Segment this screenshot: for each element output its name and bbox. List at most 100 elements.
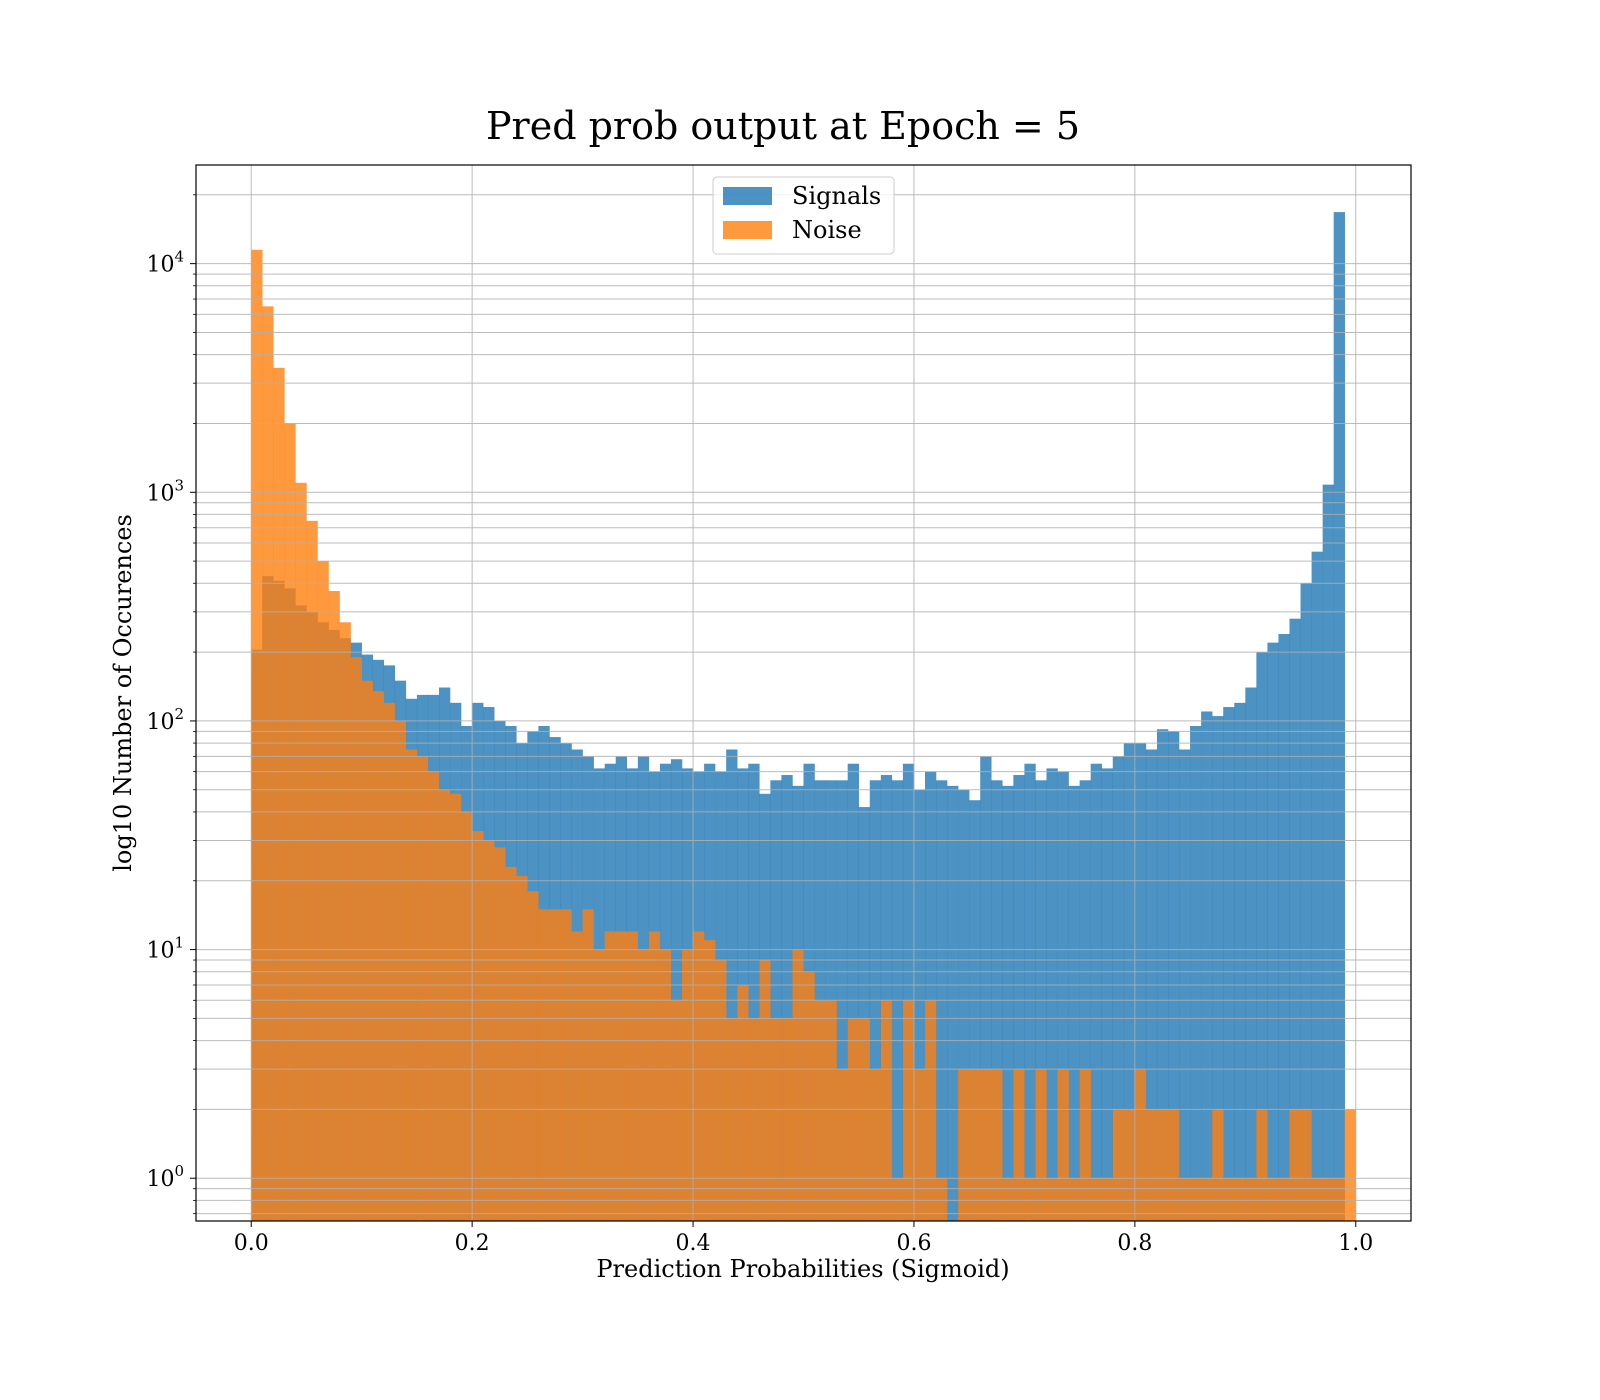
bar-signals (1234, 702, 1246, 1221)
bar-noise (1256, 1109, 1268, 1221)
bar-signals (880, 775, 893, 1221)
y-axis: 100 101 102 103 104 (146, 194, 196, 1215)
bar-signals (1024, 763, 1036, 1221)
bar-signals (1013, 775, 1025, 1221)
bar-noise (1267, 1178, 1279, 1221)
y-axis-label: log10 Number of Occurences (109, 514, 137, 872)
bar-signals (958, 789, 970, 1221)
bar-noise (251, 249, 263, 1221)
bar-signals (1134, 743, 1147, 1221)
bar-noise (1168, 1109, 1180, 1221)
bar-signals (1156, 729, 1169, 1221)
bar-noise (1156, 1109, 1169, 1221)
bar-signals (1002, 785, 1014, 1221)
bar-noise (891, 1178, 904, 1221)
bar-noise (682, 949, 694, 1221)
bar-noise (958, 1069, 970, 1221)
bar-noise (615, 931, 628, 1221)
bar-signals (1068, 785, 1080, 1221)
bar-signals (1123, 743, 1136, 1221)
bar-signals (925, 771, 937, 1221)
bar-signals (947, 785, 959, 1221)
bar-noise (372, 691, 385, 1221)
bar-noise (383, 702, 396, 1221)
bar-noise (1322, 1178, 1334, 1221)
bar-noise (792, 949, 804, 1221)
bar-noise (262, 306, 274, 1221)
bar-noise (1002, 1178, 1014, 1221)
bar-noise (1013, 1069, 1025, 1221)
bar-noise (726, 1018, 738, 1221)
x-axis-label: Prediction Probabilities (Sigmoid) (596, 1255, 1009, 1283)
y-tick-label: 101 (146, 934, 184, 964)
bar-noise (1046, 1178, 1058, 1221)
bar-noise (737, 984, 749, 1221)
bar-signals (1256, 652, 1268, 1221)
y-tick-label: 100 (146, 1162, 184, 1192)
bar-noise (1068, 1178, 1080, 1221)
bar-noise (626, 931, 639, 1221)
legend-label-noise: Noise (792, 216, 862, 244)
bar-noise (704, 940, 716, 1221)
bar-noise (1123, 1109, 1136, 1221)
grid-lines (196, 165, 1411, 1221)
bar-noise (759, 960, 771, 1221)
legend-swatch-signals (723, 187, 772, 205)
bar-signals (1168, 731, 1180, 1221)
bar-noise (869, 1069, 882, 1221)
bar-noise (1201, 1178, 1213, 1221)
bar-noise (317, 561, 329, 1221)
x-tick-label: 0.6 (896, 1231, 931, 1256)
bar-signals (1190, 726, 1202, 1221)
bar-noise (913, 1069, 926, 1221)
bar-noise (1090, 1178, 1102, 1221)
bar-noise (858, 1018, 871, 1221)
bar-noise (549, 909, 561, 1221)
bar-noise (980, 1069, 992, 1221)
bar-noise (527, 891, 539, 1221)
bar-noise (1035, 1069, 1047, 1221)
bar-noise (637, 949, 650, 1221)
bar-noise (427, 771, 440, 1221)
bar-signals (858, 807, 871, 1221)
bar-noise (991, 1069, 1003, 1221)
bar-noise (1212, 1109, 1224, 1221)
y-tick-label: 103 (146, 476, 184, 506)
bar-noise (350, 657, 362, 1221)
bar-noise (1024, 1178, 1036, 1221)
bar-noise (670, 1000, 683, 1221)
bar-noise (416, 756, 429, 1221)
bar-noise (494, 847, 506, 1221)
bar-noise (439, 789, 451, 1221)
bar-noise (483, 840, 495, 1221)
bar-noise (450, 793, 462, 1221)
bar-noise (814, 1000, 826, 1221)
bar-noise (825, 1000, 837, 1221)
bar-noise (659, 949, 672, 1221)
bar-noise (361, 680, 373, 1221)
bar-noise (936, 1178, 948, 1221)
bar-signals (1101, 768, 1114, 1221)
bar-noise (1179, 1178, 1191, 1221)
x-tick-label: 0.0 (234, 1231, 269, 1256)
bar-signals (1223, 707, 1235, 1221)
bar-signals (1311, 551, 1323, 1221)
bar-signals (847, 763, 859, 1221)
bar-noise (1344, 1109, 1357, 1221)
bar-signals (969, 800, 981, 1221)
bar-noise (1245, 1178, 1257, 1221)
bar-noise (748, 1018, 760, 1221)
bar-noise (902, 1000, 915, 1221)
bar-signals (1322, 484, 1334, 1221)
bar-signals (1212, 716, 1224, 1221)
bar-noise (1101, 1178, 1114, 1221)
x-tick-label: 1.0 (1338, 1231, 1373, 1256)
bar-noise (273, 367, 285, 1221)
bar-noise (880, 1000, 893, 1221)
bar-signals (670, 759, 683, 1221)
legend-label-signals: Signals (792, 182, 881, 210)
bar-noise (394, 720, 407, 1221)
bar-noise (328, 591, 340, 1221)
plot-frame (195, 164, 1412, 1222)
bar-signals (1245, 687, 1257, 1221)
